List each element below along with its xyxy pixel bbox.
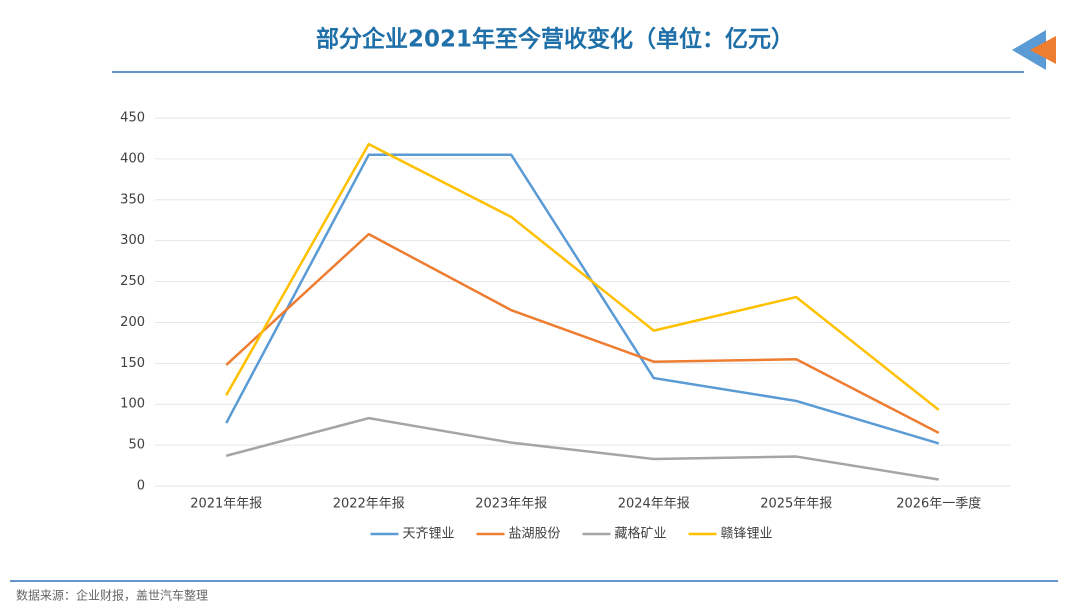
source-note: 数据来源：企业财报，盖世汽车整理	[16, 588, 208, 603]
arrow-icon	[1030, 36, 1056, 64]
y-tick-label: 150	[120, 356, 145, 371]
y-tick-label: 400	[120, 151, 145, 166]
y-tick-label: 50	[128, 438, 145, 453]
y-tick-label: 450	[120, 111, 145, 126]
y-tick-label: 250	[120, 274, 145, 289]
y-tick-label: 300	[120, 233, 145, 248]
legend-label: 盐湖股份	[509, 527, 561, 542]
y-tick-label: 200	[120, 315, 145, 330]
series-line	[225, 416, 939, 481]
y-tick-label: 0	[137, 479, 145, 494]
legend-label: 天齐锂业	[403, 526, 455, 542]
x-tick-label: 2024年年报	[618, 497, 690, 512]
arrow-icon	[1012, 30, 1046, 70]
x-tick-label: 2023年年报	[475, 497, 547, 512]
legend-label: 赣锋锂业	[721, 527, 773, 542]
series-line	[225, 142, 940, 411]
x-tick-label: 2026年一季度	[896, 496, 981, 512]
y-tick-label: 100	[120, 397, 145, 412]
series-line	[225, 232, 940, 434]
series-line	[225, 153, 940, 445]
x-tick-label: 2021年年报	[190, 497, 262, 512]
legend-label: 藏格矿业	[615, 526, 667, 542]
x-tick-label: 2025年年报	[760, 497, 832, 512]
x-tick-label: 2022年年报	[333, 497, 405, 512]
y-tick-label: 350	[120, 192, 145, 207]
chart-title: 部分企业2021年至今营收变化（单位：亿元）	[316, 26, 794, 53]
